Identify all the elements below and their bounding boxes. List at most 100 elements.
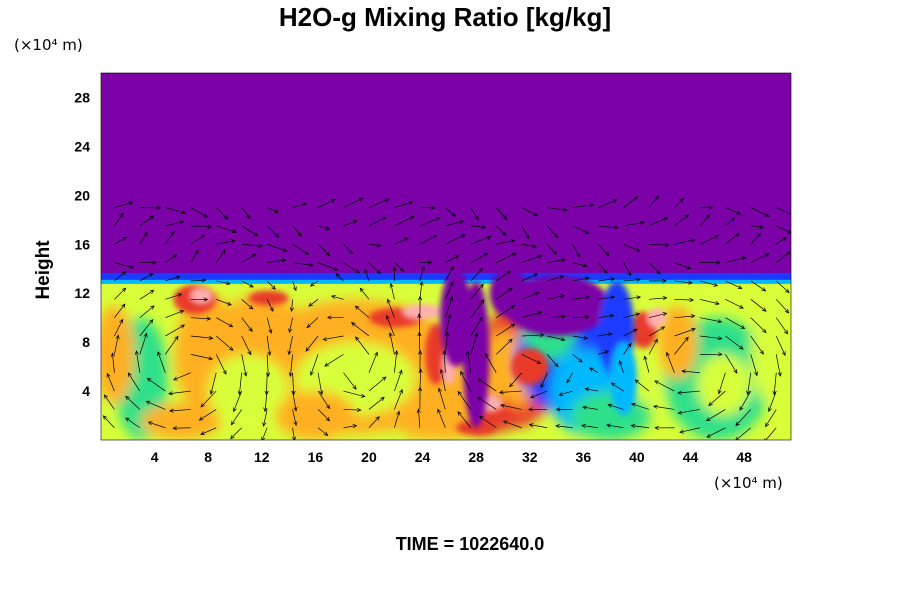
wind-vector-head (297, 232, 302, 237)
wind-vector-head (325, 226, 331, 231)
wind-vector-head (607, 403, 613, 408)
wind-vector-head (148, 273, 154, 277)
wind-vector (765, 409, 777, 427)
wind-vector-head (633, 328, 638, 333)
y-tick-label: 4 (82, 383, 90, 399)
moisture-patch (569, 391, 651, 440)
wind-vector (210, 372, 217, 395)
plot-area (101, 73, 791, 440)
wind-vector (708, 390, 726, 406)
wind-vector-head (168, 391, 173, 396)
wind-vector-head (253, 232, 259, 237)
wind-vector (364, 269, 370, 282)
wind-vector-head (478, 415, 484, 420)
wind-vector (368, 416, 380, 429)
wind-vector (674, 328, 696, 337)
wind-vector-head (713, 282, 719, 287)
wind-vector (266, 299, 274, 312)
wind-vector (572, 244, 581, 258)
wind-vector (241, 253, 256, 263)
wind-vector-head (501, 231, 507, 236)
wind-vector (216, 280, 231, 285)
wind-vector (148, 421, 166, 429)
wind-vector (216, 298, 232, 306)
wind-vector-head (537, 254, 543, 259)
wind-vector (768, 390, 777, 412)
wind-vector-head (785, 288, 790, 294)
wind-vector-head (416, 408, 421, 414)
wind-vector-head (143, 231, 148, 237)
wind-vector-head (232, 229, 237, 234)
wind-vector-head (679, 429, 684, 434)
wind-vector-head (772, 390, 777, 396)
wind-vector-head (746, 390, 751, 396)
wind-vector (241, 354, 247, 376)
wind-vector-head (156, 205, 162, 210)
wind-vector-head (782, 236, 787, 242)
wind-vector (623, 221, 645, 227)
wind-vector (216, 240, 235, 245)
wind-vector-head (554, 362, 559, 368)
wind-vector-head (618, 359, 623, 365)
wind-vector-head (291, 390, 296, 396)
wind-vector (653, 405, 675, 410)
wind-vector (165, 293, 182, 300)
wind-vector-head (200, 234, 206, 239)
wind-vector (359, 288, 370, 300)
wind-vector (292, 262, 314, 266)
wind-vector (389, 332, 395, 355)
wind-vector-head (784, 308, 790, 314)
wind-vector-head (394, 350, 399, 355)
wind-vector-head (589, 367, 594, 372)
y-axis-unit: (×10⁴ m) (14, 36, 83, 54)
x-tick-label: 8 (204, 449, 212, 465)
wind-vector (654, 380, 675, 392)
wind-vector (775, 354, 781, 377)
wind-vector-head (612, 199, 618, 204)
wind-vector (585, 388, 599, 392)
wind-vector-head (561, 258, 566, 263)
wind-vector-head (558, 392, 564, 396)
x-tick-label: 12 (254, 449, 270, 465)
wind-vector-head (200, 403, 205, 408)
wind-vector-head (509, 382, 514, 388)
wind-vector (419, 369, 422, 392)
wind-vector-head (121, 270, 127, 276)
wind-vector-head (654, 425, 659, 430)
wind-vector-head (739, 345, 744, 350)
wind-vector-head (656, 269, 661, 275)
wind-vector-head (352, 424, 358, 429)
wind-vector-head (560, 337, 566, 342)
wind-vector-head (636, 295, 641, 300)
wind-vector (114, 271, 126, 282)
wind-vector-head (606, 423, 611, 428)
moisture-peak (647, 307, 667, 328)
wind-vector-head (474, 332, 479, 338)
wind-vector (619, 360, 624, 373)
wind-vector (725, 280, 742, 289)
wind-vector (317, 225, 330, 230)
wind-vector (598, 296, 615, 300)
wind-vector-head (684, 214, 690, 219)
wind-vector-head (630, 423, 636, 428)
wind-vector (335, 273, 344, 282)
wind-vector (444, 314, 451, 337)
moisture-peak (248, 290, 289, 306)
wind-vector (190, 250, 199, 263)
wind-vector-head (271, 285, 276, 290)
wind-vector-head (533, 273, 539, 278)
wind-vector (165, 324, 185, 337)
wind-vector (266, 354, 269, 377)
wind-vector (750, 354, 758, 376)
wind-vector-head (269, 307, 274, 312)
wind-vector-head (330, 199, 336, 203)
wind-vector (699, 280, 718, 287)
wind-vector (233, 390, 243, 412)
wind-vector-head (764, 438, 766, 440)
wind-vector-head (610, 277, 616, 282)
wind-vector-head (364, 268, 369, 274)
wind-vector-head (484, 353, 489, 358)
wind-vector-head (172, 376, 178, 381)
wind-vector-head (149, 319, 154, 324)
wind-vector-head (604, 350, 610, 355)
